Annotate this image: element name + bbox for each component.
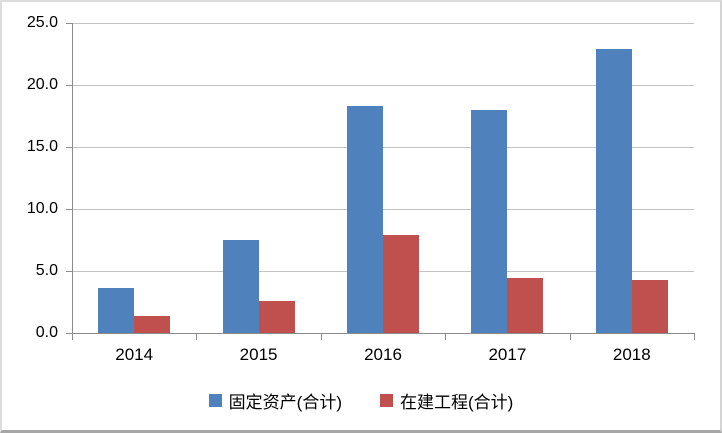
bar-fixed-assets-2015 bbox=[222, 240, 259, 333]
plot-area bbox=[66, 23, 695, 340]
y-axis-tick bbox=[66, 271, 72, 272]
bar-construction-in-progress-2014 bbox=[134, 315, 171, 333]
x-axis-tick bbox=[569, 334, 571, 340]
gridline bbox=[73, 147, 694, 148]
y-axis-tick bbox=[66, 85, 72, 86]
gridline bbox=[73, 23, 694, 24]
x-axis-label-2016: 2016 bbox=[364, 345, 402, 364]
legend: 固定资产(合计) 在建工程(合计) bbox=[2, 388, 720, 413]
bar-construction-in-progress-2016 bbox=[383, 235, 419, 333]
gridline bbox=[73, 85, 694, 86]
legend-item-construction-in-progress: 在建工程(合计) bbox=[380, 388, 513, 413]
y-axis-tick bbox=[66, 333, 72, 334]
y-axis-tick-label: 25.0 bbox=[26, 14, 58, 31]
bar-fixed-assets-2016 bbox=[347, 106, 383, 333]
y-axis-tick-label: 0.0 bbox=[35, 324, 58, 341]
legend-swatch-construction-in-progress bbox=[380, 394, 393, 407]
y-axis-tick bbox=[66, 147, 72, 148]
y-axis-line bbox=[72, 23, 73, 334]
legend-swatch-fixed-assets bbox=[208, 394, 222, 407]
bar-construction-in-progress-2017 bbox=[507, 278, 544, 333]
x-axis-label-2017: 2017 bbox=[488, 345, 527, 364]
x-axis-tick bbox=[320, 334, 322, 340]
legend-label: 在建工程(合计) bbox=[400, 393, 514, 412]
x-axis-label-2018: 2018 bbox=[612, 345, 651, 364]
bar-construction-in-progress-2018 bbox=[631, 279, 668, 333]
x-axis-label-2014: 2014 bbox=[115, 345, 154, 364]
legend-item-fixed-assets: 固定资产(合计) bbox=[208, 388, 342, 413]
bar-fixed-assets-2018 bbox=[595, 49, 632, 333]
bar-construction-in-progress-2015 bbox=[258, 300, 295, 333]
y-axis-tick-label: 20.0 bbox=[26, 76, 58, 93]
bar-fixed-assets-2014 bbox=[98, 288, 135, 333]
y-axis-tick bbox=[66, 209, 72, 210]
x-axis-tick bbox=[72, 334, 73, 340]
x-axis-tick bbox=[196, 334, 198, 340]
x-axis-tick bbox=[445, 334, 447, 340]
bar-fixed-assets-2017 bbox=[471, 109, 508, 333]
x-axis-line bbox=[66, 333, 695, 334]
y-axis-tick-label: 15.0 bbox=[26, 138, 58, 155]
y-axis-tick-label: 10.0 bbox=[26, 200, 58, 217]
x-axis-tick bbox=[694, 334, 695, 340]
y-axis-tick bbox=[66, 23, 72, 24]
legend-label: 固定资产(合计) bbox=[228, 393, 342, 412]
gridline bbox=[73, 209, 694, 210]
y-axis-tick-label: 5.0 bbox=[35, 262, 58, 279]
x-axis-label-2015: 2015 bbox=[239, 345, 278, 364]
